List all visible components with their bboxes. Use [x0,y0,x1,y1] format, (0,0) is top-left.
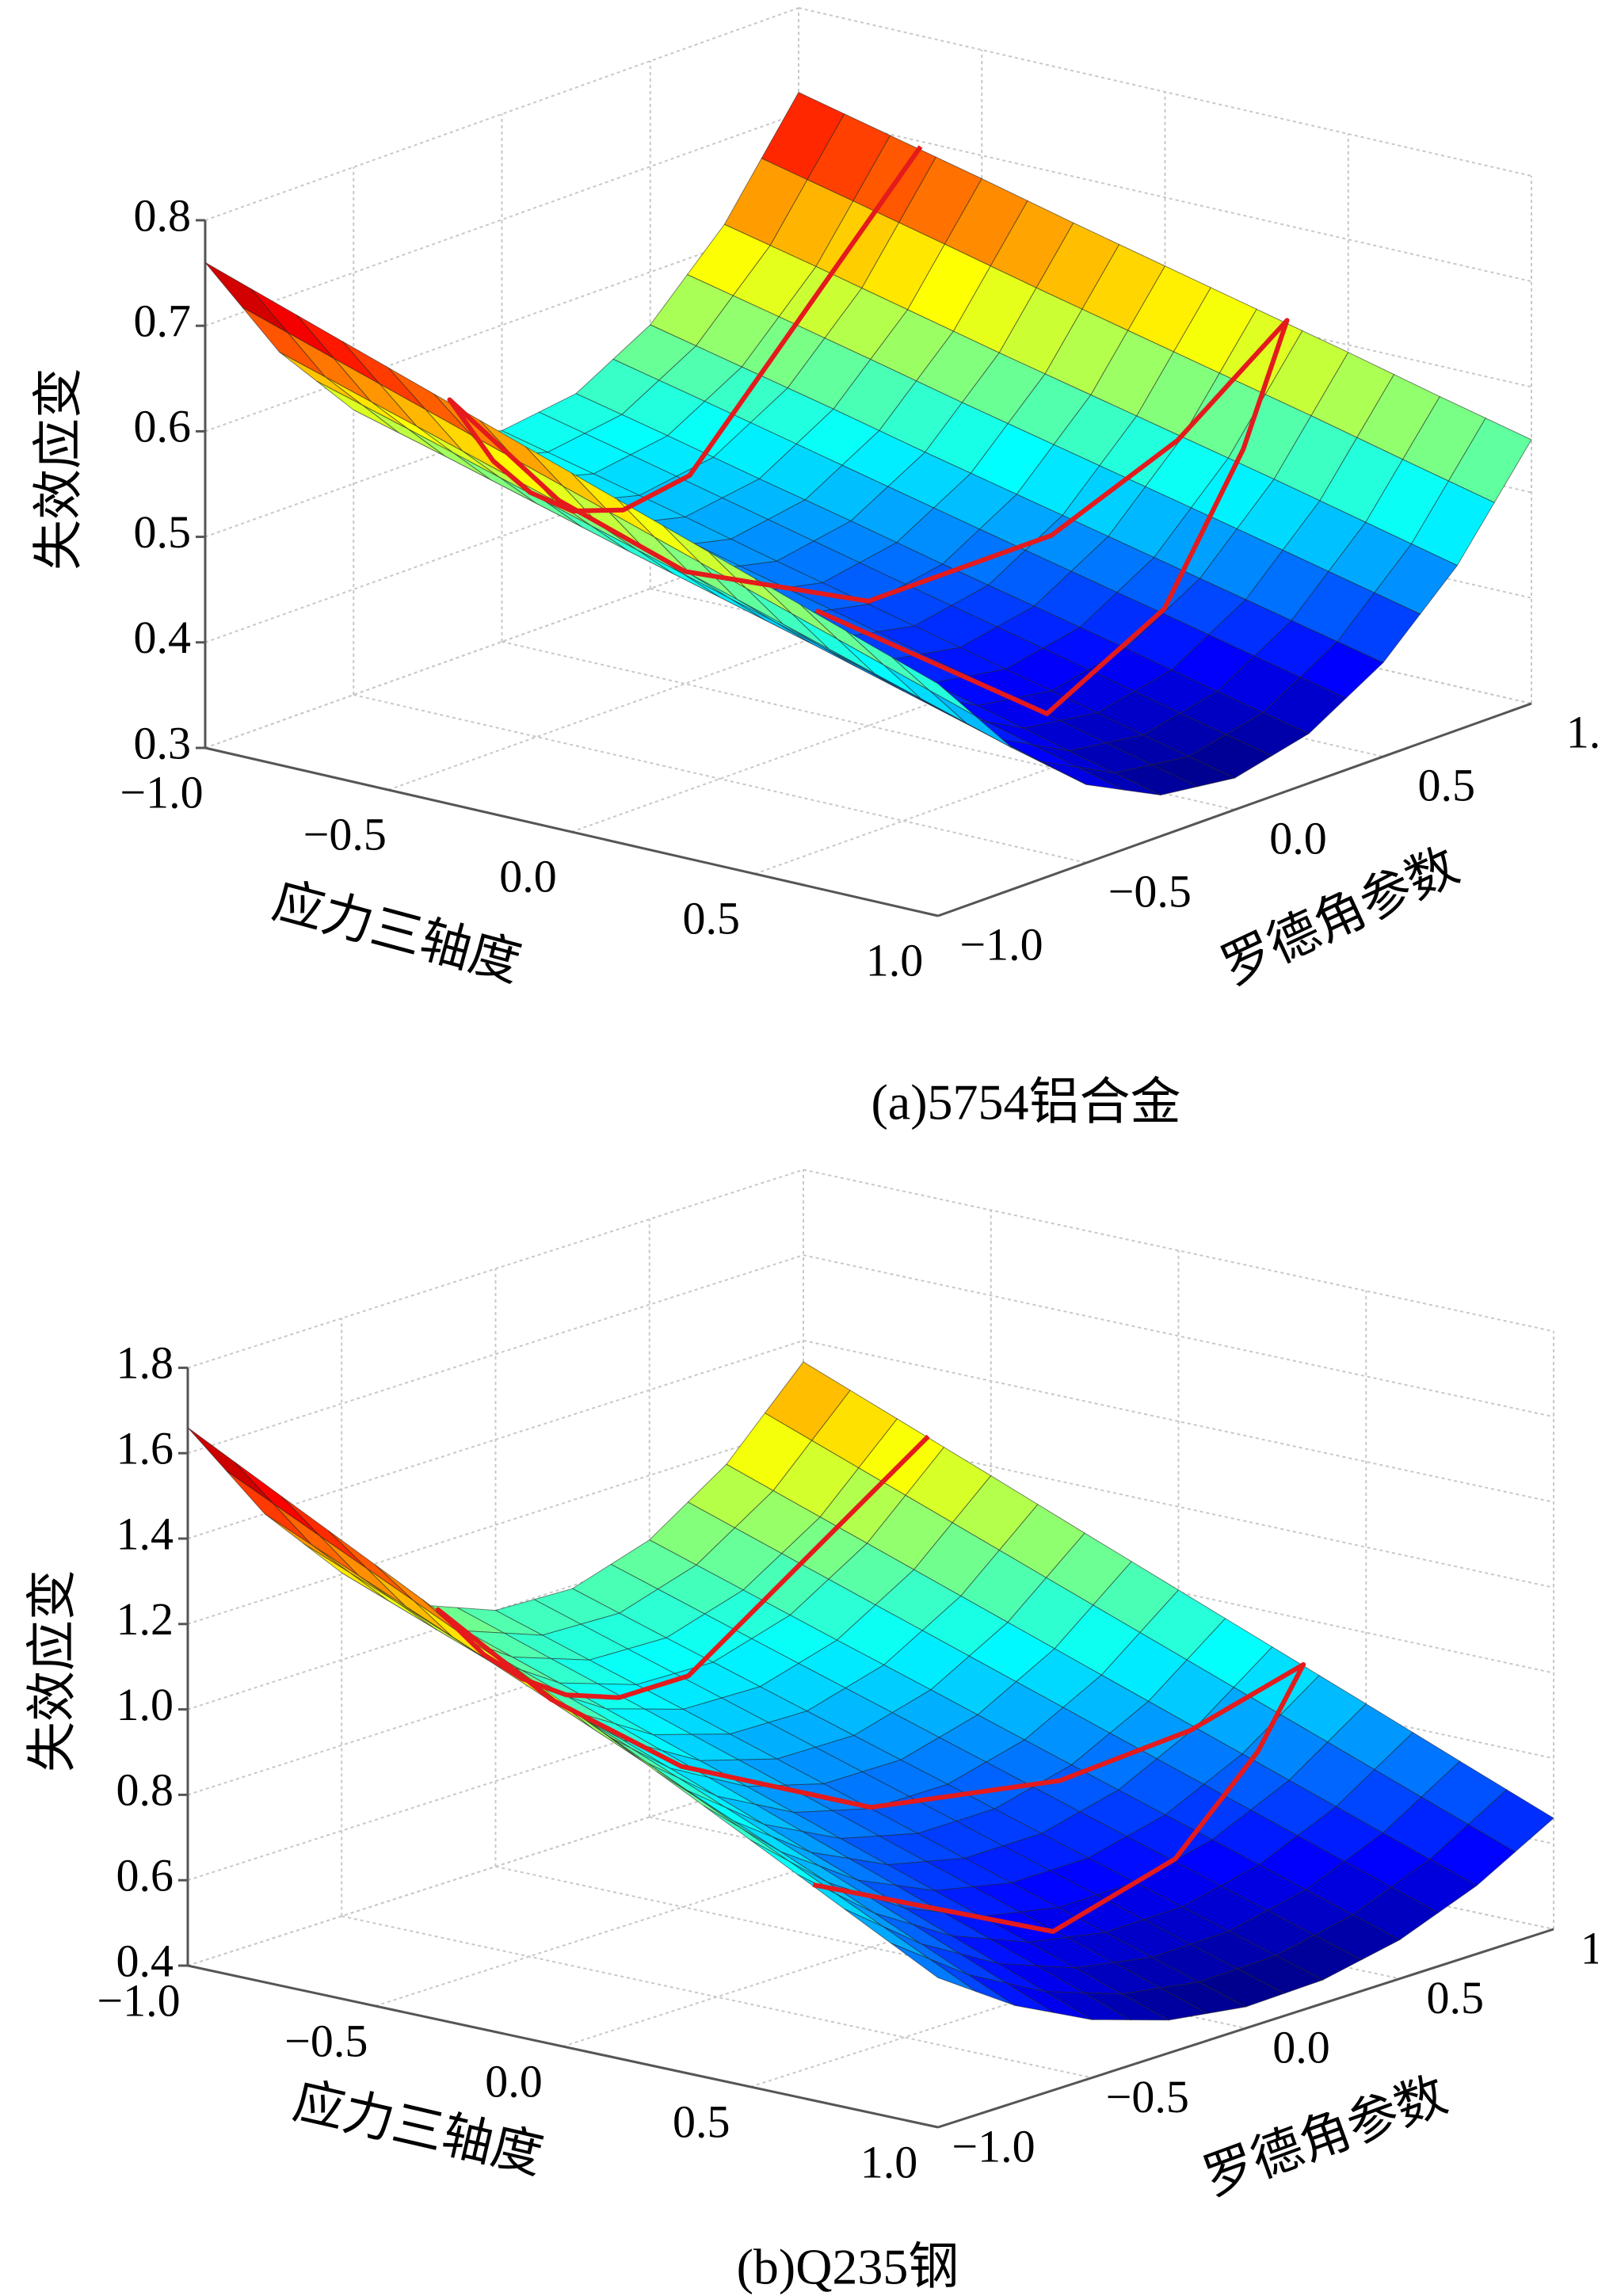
surface-cell [366,1568,453,1638]
surface-cell [891,1943,977,1993]
wall-gridline [803,1340,1554,1503]
fracture-locus-curve [435,1434,1306,1934]
wall-gridline [803,1254,1554,1418]
plot-a-5754-aluminum: 0.3 0.4 0.5 0.6 0.7 0.8 −1.0 −0.5 0.0 0.5 1.0 −1.0 −… [30,7,1598,1131]
x-tick-label: 0.5 [683,892,741,944]
z-tick-label: 1.2 [116,1593,174,1645]
y-tick-label: 1.0 [1566,706,1598,757]
x-tick-label: 0.0 [485,2055,543,2107]
floor-gridline [495,1866,1246,2029]
x-tick-label: −0.5 [284,2015,368,2066]
z-tick-label: 0.7 [134,296,192,347]
wall-gridline [187,1425,804,1625]
surface-cell [891,657,976,716]
y-tick-label: −1.0 [952,2120,1035,2172]
z-tick-label: 1.6 [116,1423,174,1474]
y-tick-label: 0.5 [1427,1972,1485,2023]
fracture-locus-curve [447,145,1290,716]
figure-caption: (b)Q235钢 [737,2239,959,2295]
z-tick-label: 1.4 [116,1508,174,1559]
y-tick-label: −1.0 [959,918,1043,970]
surface-cell [273,1503,359,1576]
wall-gridline [798,7,1532,177]
z-tick-label: 0.4 [116,1935,174,1986]
x-tick-label: −0.5 [303,808,387,860]
floor-gridline [341,1915,1093,2079]
z-tick-label: 0.8 [134,189,192,241]
z-tick-label: 0.5 [134,506,192,558]
z-tick-label: 0.6 [116,1850,174,1901]
x-tick-label: 0.5 [673,2096,730,2147]
plot-b-q235-steel: 0.4 0.6 0.8 1.0 1.2 1.4 1.6 1.8 −1.0 −0.5 0.0 0.5 1.… [24,1169,1598,2295]
wall-gridline [187,1169,804,1369]
x-tick-label: 1.0 [866,934,924,986]
y-axis-lode-parameter [937,702,1532,917]
surface [204,91,1532,796]
x-axis-stress-triaxiality [204,746,939,917]
z-tick-label: 0.6 [134,401,192,452]
surface-cell [204,261,289,334]
z-tick-label: 0.3 [134,717,192,769]
z-tick-label: 0.4 [134,612,192,663]
x-tick-label: 0.0 [499,850,557,902]
y-axis-label: 罗德角参数 [1213,837,1467,997]
x-tick-label: 1.0 [860,2136,918,2187]
surface-cell [226,1470,312,1546]
y-axis-label: 罗德角参数 [1196,2065,1455,2207]
y-tick-label: −0.5 [1106,2071,1189,2122]
wall-gridline [798,113,1532,283]
y-tick-label: 1.0 [1581,1922,1598,1974]
z-tick-label: 1.0 [116,1679,174,1730]
wall-gridline [187,1254,804,1455]
x-axis-label: 应力三轴度 [267,871,527,994]
y-tick-label: 0.5 [1418,759,1476,810]
z-axis-label: 失效应变 [30,368,89,570]
floor-gridline [353,694,1087,864]
z-tick-label: 1.8 [116,1337,174,1389]
figure-caption: (a)5754铝合金 [871,1074,1180,1131]
y-tick-label: 0.0 [1272,2021,1330,2073]
z-tick-label: 0.8 [116,1764,174,1816]
y-axis-lode-parameter [937,1928,1554,2129]
x-axis-stress-triaxiality [187,1964,939,2129]
floor-gridline [502,641,1235,810]
wall-gridline [803,1169,1554,1333]
x-tick-label: −1.0 [120,766,203,818]
y-tick-label: 0.0 [1269,812,1327,864]
y-tick-label: −0.5 [1108,865,1192,917]
surface-cell [234,1461,321,1537]
surface-cell [319,1535,406,1607]
x-tick-label: −1.0 [97,1974,180,2026]
z-axis-label: 失效应变 [24,1569,82,1772]
surface [187,1361,1554,2021]
